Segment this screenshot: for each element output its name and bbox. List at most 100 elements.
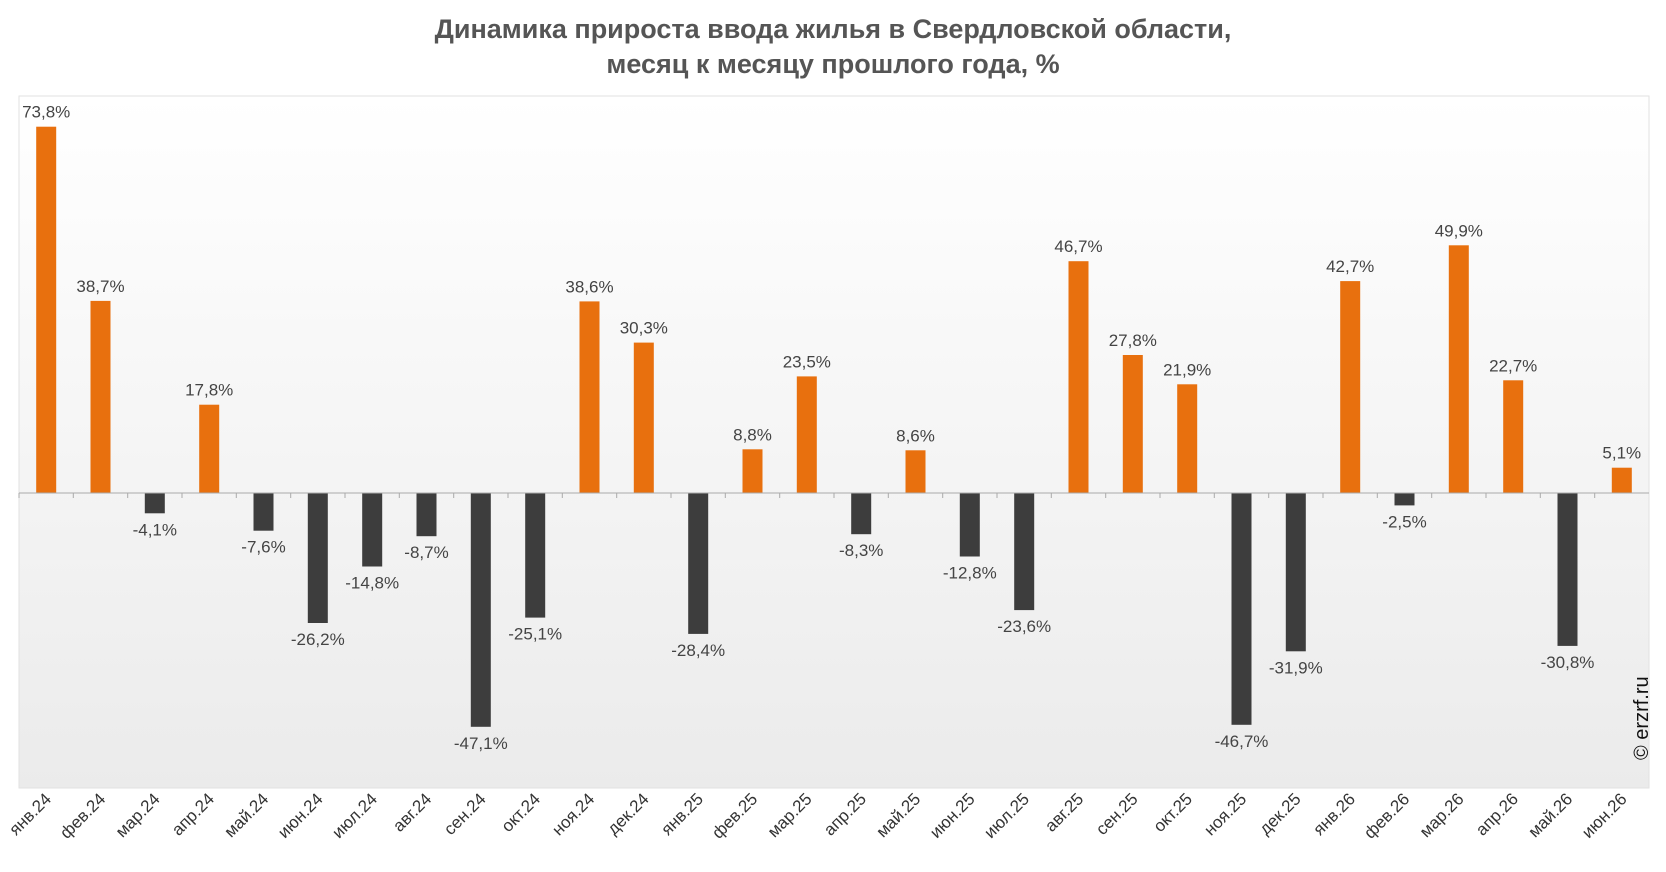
copyright-credit: © erzrf.ru [1631, 676, 1653, 760]
data-label-ноя.25: -46,7% [1215, 732, 1269, 751]
data-label-авг.24: -8,7% [404, 543, 448, 562]
data-label-сен.24: -47,1% [454, 734, 508, 753]
x-tick-label-сен.25: сен.25 [1092, 789, 1141, 838]
x-tick-label-апр.24: апр.24 [168, 789, 218, 839]
x-tick-label-июл.25: июл.25 [980, 789, 1033, 842]
data-label-янв.24: 73,8% [22, 103, 70, 122]
x-tick-label-мар.26: мар.26 [1416, 789, 1468, 841]
data-label-ноя.24: 38,6% [565, 277, 613, 296]
x-tick-label-июл.24: июл.24 [328, 789, 381, 842]
data-label-апр.26: 22,7% [1489, 356, 1537, 375]
bar-июн.24 [307, 493, 328, 623]
x-tick-label-апр.25: апр.25 [820, 789, 870, 839]
bar-янв.24 [36, 126, 57, 493]
data-label-июн.26: 5,1% [1602, 444, 1641, 463]
data-label-авг.25: 46,7% [1054, 237, 1102, 256]
x-tick-label-май.24: май.24 [221, 789, 273, 841]
x-tick-label-янв.26: янв.26 [1309, 789, 1359, 839]
chart-title: Динамика прироста ввода жилья в Свердлов… [0, 12, 1666, 82]
data-label-апр.24: 17,8% [185, 381, 233, 400]
bar-ноя.25 [1231, 493, 1252, 725]
bar-апр.24 [199, 404, 220, 493]
bar-апр.25 [851, 493, 872, 535]
bar-фев.24 [90, 300, 111, 493]
x-tick-label-авг.24: авг.24 [389, 789, 435, 835]
x-axis-tick-labels: янв.24 фев.24 мар.24 апр.24 май.24 июн.24 июл.… [5, 789, 1630, 842]
bar-мар.26 [1448, 245, 1469, 493]
x-tick-label-янв.25: янв.25 [657, 789, 707, 839]
bar-май.24 [253, 493, 274, 531]
bar-дек.25 [1285, 493, 1306, 652]
x-tick-label-сен.24: сен.24 [440, 789, 489, 838]
data-label-сен.25: 27,8% [1109, 331, 1157, 350]
data-label-май.24: -7,6% [241, 538, 285, 557]
bar-июл.25 [1014, 493, 1035, 611]
bar-сен.24 [470, 493, 491, 727]
bar-ноя.24 [579, 301, 600, 493]
data-label-июн.24: -26,2% [291, 630, 345, 649]
data-label-янв.25: -28,4% [671, 641, 725, 660]
x-tick-label-фев.26: фев.26 [1360, 789, 1413, 842]
bar-июл.24 [362, 493, 383, 567]
data-label-дек.25: -31,9% [1269, 658, 1323, 677]
bar-мар.24 [144, 493, 165, 514]
data-label-май.25: 8,6% [896, 426, 935, 445]
x-tick-label-дек.24: дек.24 [604, 789, 653, 838]
bar-июн.26 [1611, 467, 1632, 493]
zero-axis [18, 492, 1649, 498]
bar-янв.26 [1340, 281, 1361, 493]
data-label-фев.24: 38,7% [76, 277, 124, 296]
x-tick-label-май.26: май.26 [1525, 789, 1577, 841]
data-label-окт.24: -25,1% [508, 625, 562, 644]
data-label-мар.25: 23,5% [783, 352, 831, 371]
x-tick-label-мар.25: мар.25 [764, 789, 816, 841]
x-tick-label-авг.25: авг.25 [1041, 789, 1087, 835]
data-label-янв.26: 42,7% [1326, 257, 1374, 276]
x-tick-label-окт.24: окт.24 [498, 789, 544, 835]
bar-май.25 [905, 450, 926, 493]
bar-дек.24 [633, 342, 654, 493]
data-label-июл.24: -14,8% [345, 574, 399, 593]
data-labels-group: 73,8% 38,7% -4,1% 17,8% -7,6% -26,2% -14,8% -8,… [22, 103, 1641, 753]
x-tick-label-май.25: май.25 [873, 789, 925, 841]
x-tick-label-июн.24: июн.24 [274, 789, 327, 842]
bar-сен.25 [1122, 355, 1143, 493]
data-label-фев.25: 8,8% [733, 425, 772, 444]
data-label-апр.25: -8,3% [839, 541, 883, 560]
bar-авг.25 [1068, 261, 1089, 493]
x-tick-label-янв.24: янв.24 [5, 789, 55, 839]
bar-фев.26 [1394, 493, 1415, 506]
x-tick-label-ноя.24: ноя.24 [548, 789, 598, 839]
bars-group [36, 126, 1632, 727]
x-tick-label-окт.25: окт.25 [1150, 789, 1196, 835]
x-tick-label-мар.24: мар.24 [112, 789, 164, 841]
x-tick-label-фев.25: фев.25 [708, 789, 761, 842]
x-tick-label-апр.26: апр.26 [1472, 789, 1522, 839]
x-tick-label-фев.24: фев.24 [56, 789, 109, 842]
x-tick-label-июн.26: июн.26 [1578, 789, 1631, 842]
bar-май.26 [1557, 493, 1578, 646]
data-label-фев.26: -2,5% [1382, 512, 1426, 531]
bar-фев.25 [742, 449, 763, 493]
bar-апр.26 [1503, 380, 1524, 493]
data-label-мар.24: -4,1% [133, 520, 177, 539]
bar-окт.25 [1177, 384, 1198, 493]
bar-мар.25 [796, 376, 817, 493]
data-label-дек.24: 30,3% [620, 319, 668, 338]
x-tick-label-июн.25: июн.25 [926, 789, 979, 842]
chart-title-line-1: Динамика прироста ввода жилья в Свердлов… [434, 14, 1232, 44]
data-label-мар.26: 49,9% [1435, 221, 1483, 240]
data-label-июн.25: -12,8% [943, 564, 997, 583]
bar-июн.25 [959, 493, 980, 557]
bar-окт.24 [525, 493, 546, 618]
x-tick-label-ноя.25: ноя.25 [1200, 789, 1250, 839]
bar-янв.25 [688, 493, 709, 634]
data-label-окт.25: 21,9% [1163, 360, 1211, 379]
plot-area [18, 95, 1650, 789]
bar-авг.24 [416, 493, 437, 537]
chart-title-line-2: месяц к месяцу прошлого года, % [606, 49, 1060, 79]
data-label-июл.25: -23,6% [997, 617, 1051, 636]
x-tick-label-дек.25: дек.25 [1256, 789, 1305, 838]
data-label-май.26: -30,8% [1541, 653, 1595, 672]
